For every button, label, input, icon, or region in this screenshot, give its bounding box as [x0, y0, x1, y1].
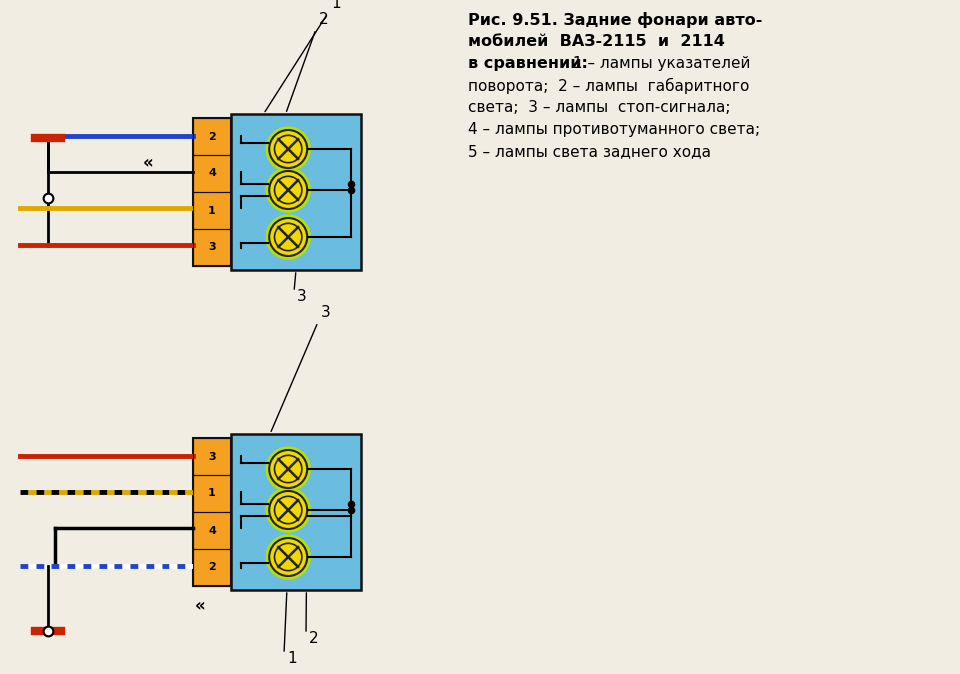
- Bar: [193, 118, 231, 155]
- Text: 2: 2: [309, 631, 319, 646]
- Bar: [193, 229, 231, 266]
- Bar: [231, 434, 361, 590]
- Bar: [193, 438, 231, 475]
- Text: 1: 1: [331, 0, 341, 11]
- Text: 1: 1: [208, 206, 216, 216]
- Text: 2: 2: [208, 563, 216, 572]
- Text: мобилей  ВАЗ-2115  и  2114: мобилей ВАЗ-2115 и 2114: [468, 34, 725, 49]
- Text: 4 – лампы противотуманного света;: 4 – лампы противотуманного света;: [468, 122, 760, 137]
- Bar: [193, 512, 231, 549]
- Circle shape: [269, 171, 307, 209]
- Bar: [193, 475, 231, 512]
- Bar: [231, 114, 361, 270]
- Circle shape: [269, 491, 307, 529]
- Circle shape: [269, 218, 307, 256]
- Text: 3: 3: [297, 289, 307, 304]
- Text: 4: 4: [208, 526, 216, 536]
- Bar: [193, 549, 231, 586]
- Circle shape: [266, 447, 310, 491]
- Text: Рис. 9.51. Задние фонари авто-: Рис. 9.51. Задние фонари авто-: [468, 12, 762, 28]
- Text: 2: 2: [208, 131, 216, 142]
- Bar: [193, 155, 231, 192]
- Text: 4: 4: [208, 168, 216, 179]
- Bar: [193, 118, 231, 266]
- Circle shape: [266, 127, 310, 171]
- Circle shape: [269, 538, 307, 576]
- Text: в сравнении:: в сравнении:: [468, 56, 588, 71]
- Text: 1: 1: [208, 489, 216, 499]
- Circle shape: [266, 215, 310, 259]
- Text: «: «: [143, 154, 154, 172]
- Circle shape: [269, 130, 307, 168]
- Text: 1 – лампы указателей: 1 – лампы указателей: [568, 56, 751, 71]
- Bar: [193, 438, 231, 586]
- Text: 2: 2: [319, 12, 328, 27]
- Circle shape: [266, 488, 310, 532]
- Text: «: «: [195, 597, 205, 615]
- Text: 5 – лампы света заднего хода: 5 – лампы света заднего хода: [468, 144, 711, 159]
- Text: света;  3 – лампы  стоп-сигнала;: света; 3 – лампы стоп-сигнала;: [468, 100, 731, 115]
- Circle shape: [266, 535, 310, 579]
- Circle shape: [269, 450, 307, 488]
- Text: 3: 3: [208, 452, 216, 462]
- Text: 1: 1: [287, 651, 297, 666]
- Text: 3: 3: [208, 243, 216, 253]
- Text: 3: 3: [321, 305, 331, 320]
- Bar: [193, 192, 231, 229]
- Circle shape: [266, 168, 310, 212]
- Text: поворота;  2 – лампы  габаритного: поворота; 2 – лампы габаритного: [468, 78, 750, 94]
